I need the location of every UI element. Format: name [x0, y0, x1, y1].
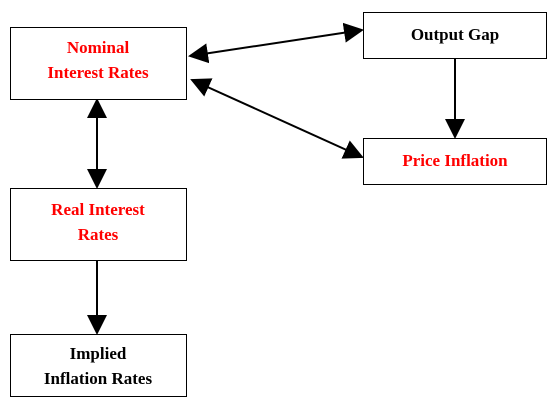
- node-box: [363, 138, 547, 185]
- node: Real Interest Rates: [10, 188, 187, 261]
- node-box: [10, 334, 187, 397]
- node-label: Price Inflation: [402, 151, 508, 170]
- node-box: [10, 27, 187, 100]
- node-label: Inflation Rates: [44, 369, 153, 388]
- node-label: Interest Rates: [47, 63, 149, 82]
- arrow: [190, 78, 364, 159]
- node-box: [363, 12, 547, 59]
- node: Price Inflation: [363, 138, 547, 185]
- node-label: Implied: [70, 344, 127, 363]
- node-box: [10, 188, 187, 261]
- node-label: Output Gap: [411, 25, 499, 44]
- node: Nominal Interest Rates: [10, 27, 187, 100]
- node: Implied Inflation Rates: [10, 334, 187, 397]
- node-label: Rates: [78, 225, 119, 244]
- node: Output Gap: [363, 12, 547, 59]
- arrow: [188, 22, 364, 64]
- node-label: Nominal: [67, 38, 130, 57]
- node-label: Real Interest: [51, 200, 145, 219]
